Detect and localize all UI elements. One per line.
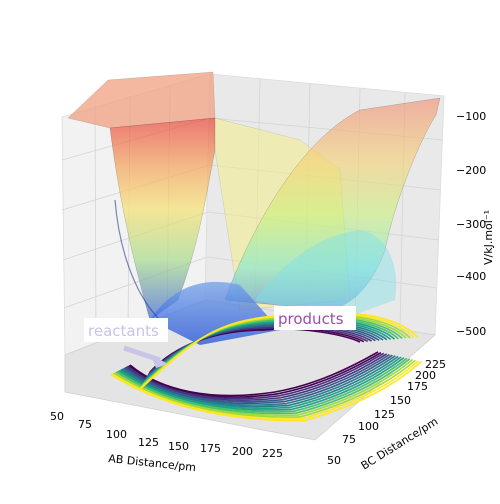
x-tick-label: 225 <box>262 447 283 460</box>
products-label: products <box>278 310 344 328</box>
potential-energy-surface <box>67 71 441 345</box>
reactants-label-box <box>84 318 168 342</box>
y-tick-label: 50 <box>327 454 341 467</box>
z-tick-label: −200 <box>456 164 486 177</box>
x-tick-label: 75 <box>78 418 92 431</box>
y-tick-label: 100 <box>358 420 379 433</box>
x-tick-label: 100 <box>106 428 127 441</box>
x-axis-label: AB Distance/pm <box>108 452 197 474</box>
z-tick-label: −500 <box>456 325 486 338</box>
x-tick-label: 150 <box>168 440 189 453</box>
y-tick-label: 175 <box>407 380 428 393</box>
annotation-reactants: reactants <box>84 318 168 368</box>
y-tick-label: 225 <box>425 358 446 371</box>
x-tick-label: 200 <box>232 445 253 458</box>
z-axis-label: V/kJ.mol⁻¹ <box>482 210 495 265</box>
reactants-arrowhead <box>150 354 168 368</box>
surface-right-valley-floor <box>255 230 397 320</box>
contour-projection <box>110 311 422 422</box>
x-tick-labels: 50 75 100 125 150 175 200 225 <box>50 410 283 460</box>
x-tick-label: 175 <box>200 442 221 455</box>
products-label-box <box>274 306 356 330</box>
surface-right-wall <box>224 97 441 311</box>
y-tick-label: 125 <box>374 408 395 421</box>
z-tick-label: −300 <box>456 218 486 231</box>
z-tick-labels: −100 −200 −300 −400 −500 <box>456 110 486 338</box>
z-tick-label: −400 <box>456 270 486 283</box>
y-tick-label: 200 <box>415 369 436 382</box>
annotation-products: products <box>274 306 356 330</box>
surface-top-plateau <box>67 71 216 129</box>
surface-left-valley-edge <box>114 199 161 321</box>
reactants-label: reactants <box>88 322 159 340</box>
y-tick-label: 150 <box>390 394 411 407</box>
y-tick-label: 75 <box>342 433 356 446</box>
x-tick-label: 125 <box>138 436 159 449</box>
z-tick-label: −100 <box>456 110 486 123</box>
x-tick-label: 50 <box>50 410 64 423</box>
